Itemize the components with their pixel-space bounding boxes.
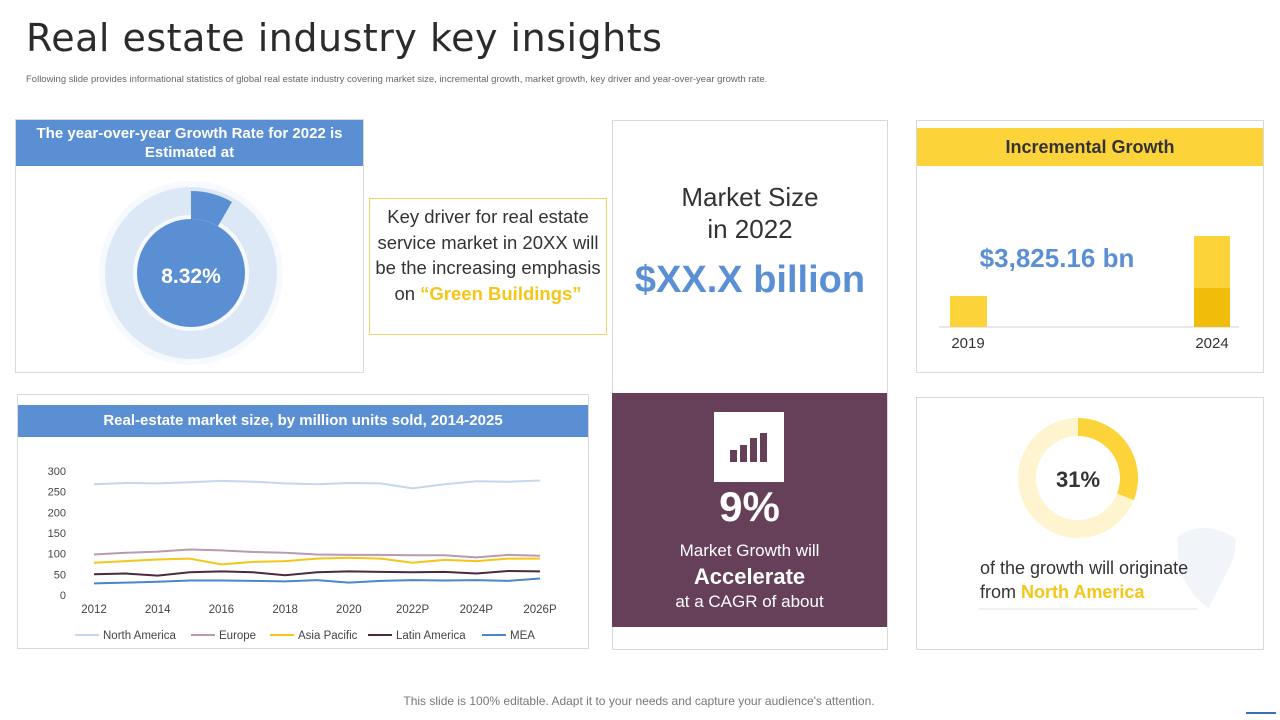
x-tick-label: 2012 bbox=[81, 604, 107, 616]
regional-text-line2: from North America bbox=[980, 582, 1144, 603]
regional-text-line1: of the growth will originate bbox=[980, 558, 1189, 578]
series-line-latin-america bbox=[93, 569, 541, 577]
market-growth-percent: 9% bbox=[719, 483, 780, 530]
y-tick-label: 50 bbox=[54, 569, 66, 581]
key-driver-box: Key driver for real estate service marke… bbox=[369, 198, 607, 335]
incremental-growth-value: $3,825.16 bn bbox=[979, 243, 1135, 273]
incremental-growth-chart: 2019 2024 bbox=[939, 236, 1239, 352]
footer-note: This slide is 100% editable. Adapt it to… bbox=[403, 694, 875, 708]
regional-text-prefix: from bbox=[980, 582, 1016, 602]
key-driver-highlight: “Green Buildings” bbox=[420, 282, 582, 304]
y-tick-label: 200 bbox=[48, 507, 66, 519]
x-tick-label: 2020 bbox=[336, 604, 362, 616]
page-subtitle: Following slide provides informational s… bbox=[26, 74, 768, 85]
donut-center bbox=[137, 219, 245, 327]
bar-chart-icon-svg bbox=[730, 433, 767, 462]
tick-2019: 2019 bbox=[951, 335, 984, 352]
legend-label: North America bbox=[103, 630, 176, 642]
series-line-mea bbox=[93, 577, 541, 585]
y-tick-label: 150 bbox=[48, 528, 66, 540]
series-line-europe bbox=[93, 548, 541, 559]
x-tick-label: 2016 bbox=[209, 604, 235, 616]
y-tick-label: 100 bbox=[48, 549, 66, 561]
bar-2024-base bbox=[1194, 288, 1230, 327]
bar-2024-incremental bbox=[1194, 236, 1230, 288]
incremental-growth-panel: Incremental Growth $3,825.16 bn 2019 202… bbox=[916, 120, 1264, 373]
tick-2024: 2024 bbox=[1195, 335, 1228, 352]
line-chart-header: Real-estate market size, by million unit… bbox=[18, 405, 588, 437]
incremental-growth-header: Incremental Growth bbox=[917, 128, 1263, 166]
market-size-label: Market Size in 2022 bbox=[613, 181, 887, 245]
map-shape-icon bbox=[1177, 527, 1236, 608]
legend-label: Latin America bbox=[396, 630, 466, 642]
legend-label: Asia Pacific bbox=[298, 630, 358, 642]
legend-label: MEA bbox=[510, 630, 535, 642]
y-tick-label: 250 bbox=[48, 487, 66, 499]
regional-highlight: North America bbox=[1021, 582, 1145, 602]
icon-bar-4 bbox=[760, 433, 767, 462]
x-tick-label: 2022P bbox=[396, 604, 430, 616]
regional-donut-arc bbox=[1078, 418, 1138, 501]
growth-rate-value: 8.32% bbox=[161, 265, 221, 288]
market-growth-panel: 9% Market Growth will Accelerate at a CA… bbox=[612, 393, 887, 627]
icon-bar-3 bbox=[750, 438, 757, 462]
line-chart: 0 50 100 150 200 250 300 2012 2014 2016 2018 2020 20… bbox=[48, 466, 557, 642]
x-tick-label: 2026P bbox=[523, 604, 557, 616]
page-title: Real estate industry key insights bbox=[26, 16, 663, 60]
market-growth-line1: Market Growth will bbox=[679, 541, 820, 560]
regional-donut bbox=[979, 418, 1236, 610]
market-size-line-chart-panel: Real-estate market size, by million unit… bbox=[17, 394, 589, 649]
market-size-label-text: Market Size in 2022 bbox=[681, 182, 819, 244]
bar-chart-icon bbox=[714, 412, 784, 482]
icon-bar-1 bbox=[730, 450, 737, 462]
growth-rate-panel: The year-over-year Growth Rate for 2022 … bbox=[15, 119, 364, 373]
legend-label: Europe bbox=[219, 630, 256, 642]
x-tick-label: 2014 bbox=[145, 604, 171, 616]
corner-accent bbox=[1246, 712, 1276, 714]
donut-value-arc bbox=[191, 191, 232, 227]
regional-value: 31% bbox=[1055, 467, 1101, 492]
icon-bar-2 bbox=[740, 445, 747, 462]
x-tick-label: 2018 bbox=[272, 604, 298, 616]
y-tick-label: 0 bbox=[60, 590, 66, 602]
market-growth-line3: at a CAGR of about bbox=[675, 592, 824, 611]
regional-growth-panel: 31% of the growth will originate from No… bbox=[916, 397, 1264, 650]
y-tick-label: 300 bbox=[48, 466, 66, 478]
market-size-value: $XX.X billion bbox=[634, 259, 866, 301]
x-tick-label: 2024P bbox=[460, 604, 494, 616]
series-line-north-america bbox=[93, 479, 541, 490]
series-line-asia-pacific bbox=[93, 556, 540, 566]
key-driver-text: Key driver for real estate service marke… bbox=[375, 206, 601, 304]
market-growth-line2: Accelerate bbox=[693, 564, 806, 589]
growth-rate-header: The year-over-year Growth Rate for 2022 … bbox=[16, 120, 363, 166]
growth-rate-donut bbox=[99, 181, 283, 365]
bar-2019 bbox=[950, 296, 987, 327]
